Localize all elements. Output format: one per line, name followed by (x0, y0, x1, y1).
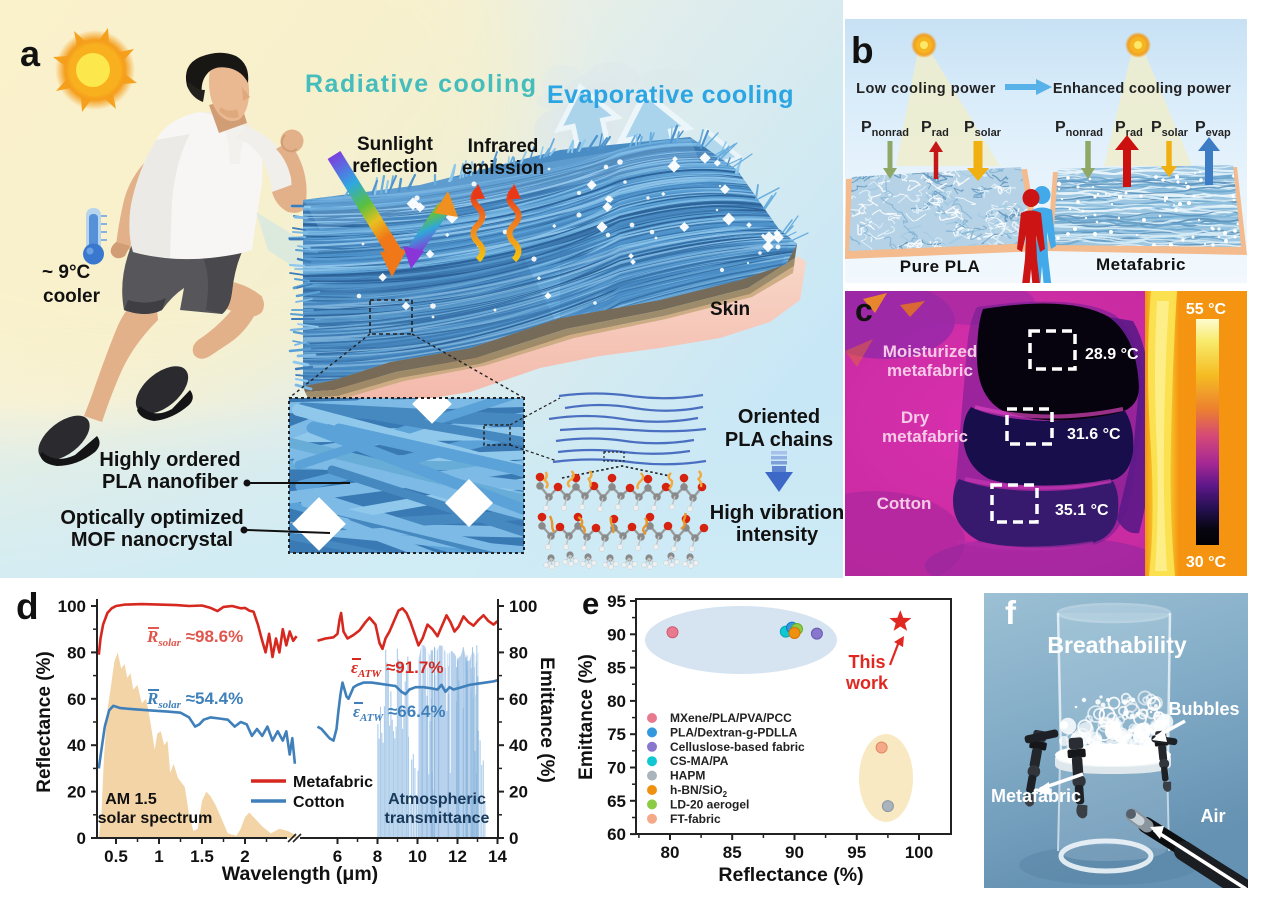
svg-text:f: f (1005, 594, 1017, 631)
svg-text:FT-fabric: FT-fabric (670, 812, 721, 826)
svg-text:Wavelength (μm): Wavelength (μm) (222, 863, 378, 885)
svg-text:Sunlight: Sunlight (357, 134, 434, 155)
svg-text:d: d (16, 586, 39, 627)
svg-text:Evaporative cooling: Evaporative cooling (547, 81, 794, 109)
svg-text:metafabric: metafabric (887, 361, 973, 380)
svg-text:30 °C: 30 °C (1186, 554, 1227, 571)
svg-text:emission: emission (462, 158, 544, 179)
svg-text:8: 8 (373, 847, 382, 866)
svg-text:0: 0 (509, 829, 518, 848)
svg-text:10: 10 (408, 847, 427, 866)
svg-text:metafabric: metafabric (882, 427, 968, 446)
svg-text:Dry: Dry (901, 408, 930, 427)
svg-text:31.6 °C: 31.6 °C (1067, 426, 1121, 443)
svg-text:40: 40 (509, 736, 528, 755)
svg-text:Air: Air (1200, 806, 1225, 826)
svg-text:100: 100 (905, 843, 933, 862)
svg-text:1: 1 (154, 847, 163, 866)
svg-text:transmittance: transmittance (385, 810, 490, 827)
svg-text:intensity: intensity (736, 524, 819, 546)
svg-text:80: 80 (509, 643, 528, 662)
svg-text:solar spectrum: solar spectrum (98, 810, 213, 827)
svg-text:Cotton: Cotton (293, 794, 345, 811)
svg-text:HAPM: HAPM (670, 769, 705, 783)
svg-text:c: c (855, 292, 873, 328)
svg-text:60: 60 (67, 690, 86, 709)
svg-text:90: 90 (607, 625, 626, 644)
svg-text:LD-20 aerogel: LD-20 aerogel (670, 797, 749, 811)
svg-text:Reflectance (%): Reflectance (%) (718, 864, 863, 886)
svg-text:e: e (582, 586, 599, 621)
svg-text:55 °C: 55 °C (1186, 301, 1227, 318)
svg-text:Low cooling power: Low cooling power (856, 81, 996, 97)
svg-text:h-BN/SiO2: h-BN/SiO2 (670, 783, 728, 799)
svg-text:PLA/Dextran-g-PDLLA: PLA/Dextran-g-PDLLA (670, 725, 798, 739)
svg-text:70: 70 (607, 759, 626, 778)
svg-text:Enhanced cooling power: Enhanced cooling power (1053, 81, 1231, 97)
svg-text:60: 60 (607, 825, 626, 844)
svg-text:40: 40 (67, 736, 86, 755)
svg-text:85: 85 (723, 843, 742, 862)
svg-text:PLA chains: PLA chains (725, 429, 833, 451)
svg-text:12: 12 (448, 847, 467, 866)
svg-text:35.1 °C: 35.1 °C (1055, 502, 1109, 519)
svg-text:100: 100 (58, 597, 86, 616)
svg-text:90: 90 (785, 843, 804, 862)
svg-text:Emittance (%): Emittance (%) (536, 657, 557, 783)
svg-text:0: 0 (77, 829, 86, 848)
svg-text:Pure PLA: Pure PLA (900, 257, 981, 276)
svg-text:0.5: 0.5 (104, 847, 128, 866)
svg-text:Skin: Skin (710, 299, 750, 320)
svg-text:MXene/PLA/PVA/PCC: MXene/PLA/PVA/PCC (670, 711, 792, 725)
svg-text:95: 95 (607, 592, 626, 611)
svg-text:80: 80 (607, 692, 626, 711)
svg-text:14: 14 (488, 847, 507, 866)
svg-text:6: 6 (333, 847, 342, 866)
svg-text:Metafabric: Metafabric (991, 786, 1081, 806)
svg-text:Oriented: Oriented (738, 406, 820, 428)
svg-text:b: b (851, 30, 874, 71)
svg-text:This: This (848, 652, 885, 672)
svg-text:Cotton: Cotton (877, 494, 932, 513)
svg-text:2: 2 (240, 847, 249, 866)
svg-text:Celluslose-based fabric: Celluslose-based fabric (670, 740, 805, 754)
svg-text:CS-MA/PA: CS-MA/PA (670, 754, 729, 768)
svg-text:~ 9°C: ~ 9°C (42, 262, 91, 283)
svg-text:28.9 °C: 28.9 °C (1085, 346, 1139, 363)
svg-text:Radiative cooling: Radiative cooling (305, 70, 537, 98)
svg-text:80: 80 (67, 643, 86, 662)
svg-text:75: 75 (607, 725, 626, 744)
svg-text:20: 20 (509, 783, 528, 802)
svg-text:Highly ordered: Highly ordered (99, 449, 240, 471)
svg-text:MOF nanocrystal: MOF nanocrystal (71, 529, 233, 551)
svg-text:Optically optimized: Optically optimized (60, 507, 243, 529)
svg-text:work: work (845, 673, 889, 693)
svg-text:Breathability: Breathability (1047, 632, 1187, 658)
svg-text:Moisturized: Moisturized (883, 342, 977, 361)
svg-text:80: 80 (661, 843, 680, 862)
svg-text:reflection: reflection (352, 156, 438, 177)
svg-text:85: 85 (607, 659, 626, 678)
svg-text:Emittance (%): Emittance (%) (576, 654, 597, 780)
svg-text:Metafabric: Metafabric (293, 774, 373, 791)
svg-text:95: 95 (847, 843, 866, 862)
svg-text:60: 60 (509, 690, 528, 709)
svg-text:PLA nanofiber: PLA nanofiber (102, 471, 238, 493)
svg-text:65: 65 (607, 792, 626, 811)
svg-text:Reflectance (%): Reflectance (%) (34, 651, 55, 793)
svg-text:cooler: cooler (43, 286, 101, 307)
svg-text:100: 100 (509, 597, 537, 616)
svg-text:20: 20 (67, 783, 86, 802)
svg-text:Metafabric: Metafabric (1096, 255, 1186, 274)
svg-text:Infrared: Infrared (468, 136, 539, 157)
svg-text:1.5: 1.5 (190, 847, 214, 866)
svg-text:Rsolar ≈98.6%: Rsolar ≈98.6% (146, 627, 243, 649)
svg-text:AM 1.5: AM 1.5 (105, 791, 157, 808)
svg-text:High vibration: High vibration (710, 502, 843, 524)
svg-text:a: a (20, 33, 41, 74)
svg-text:Bubbles: Bubbles (1168, 699, 1239, 719)
svg-text:Atmospheric: Atmospheric (388, 791, 486, 808)
